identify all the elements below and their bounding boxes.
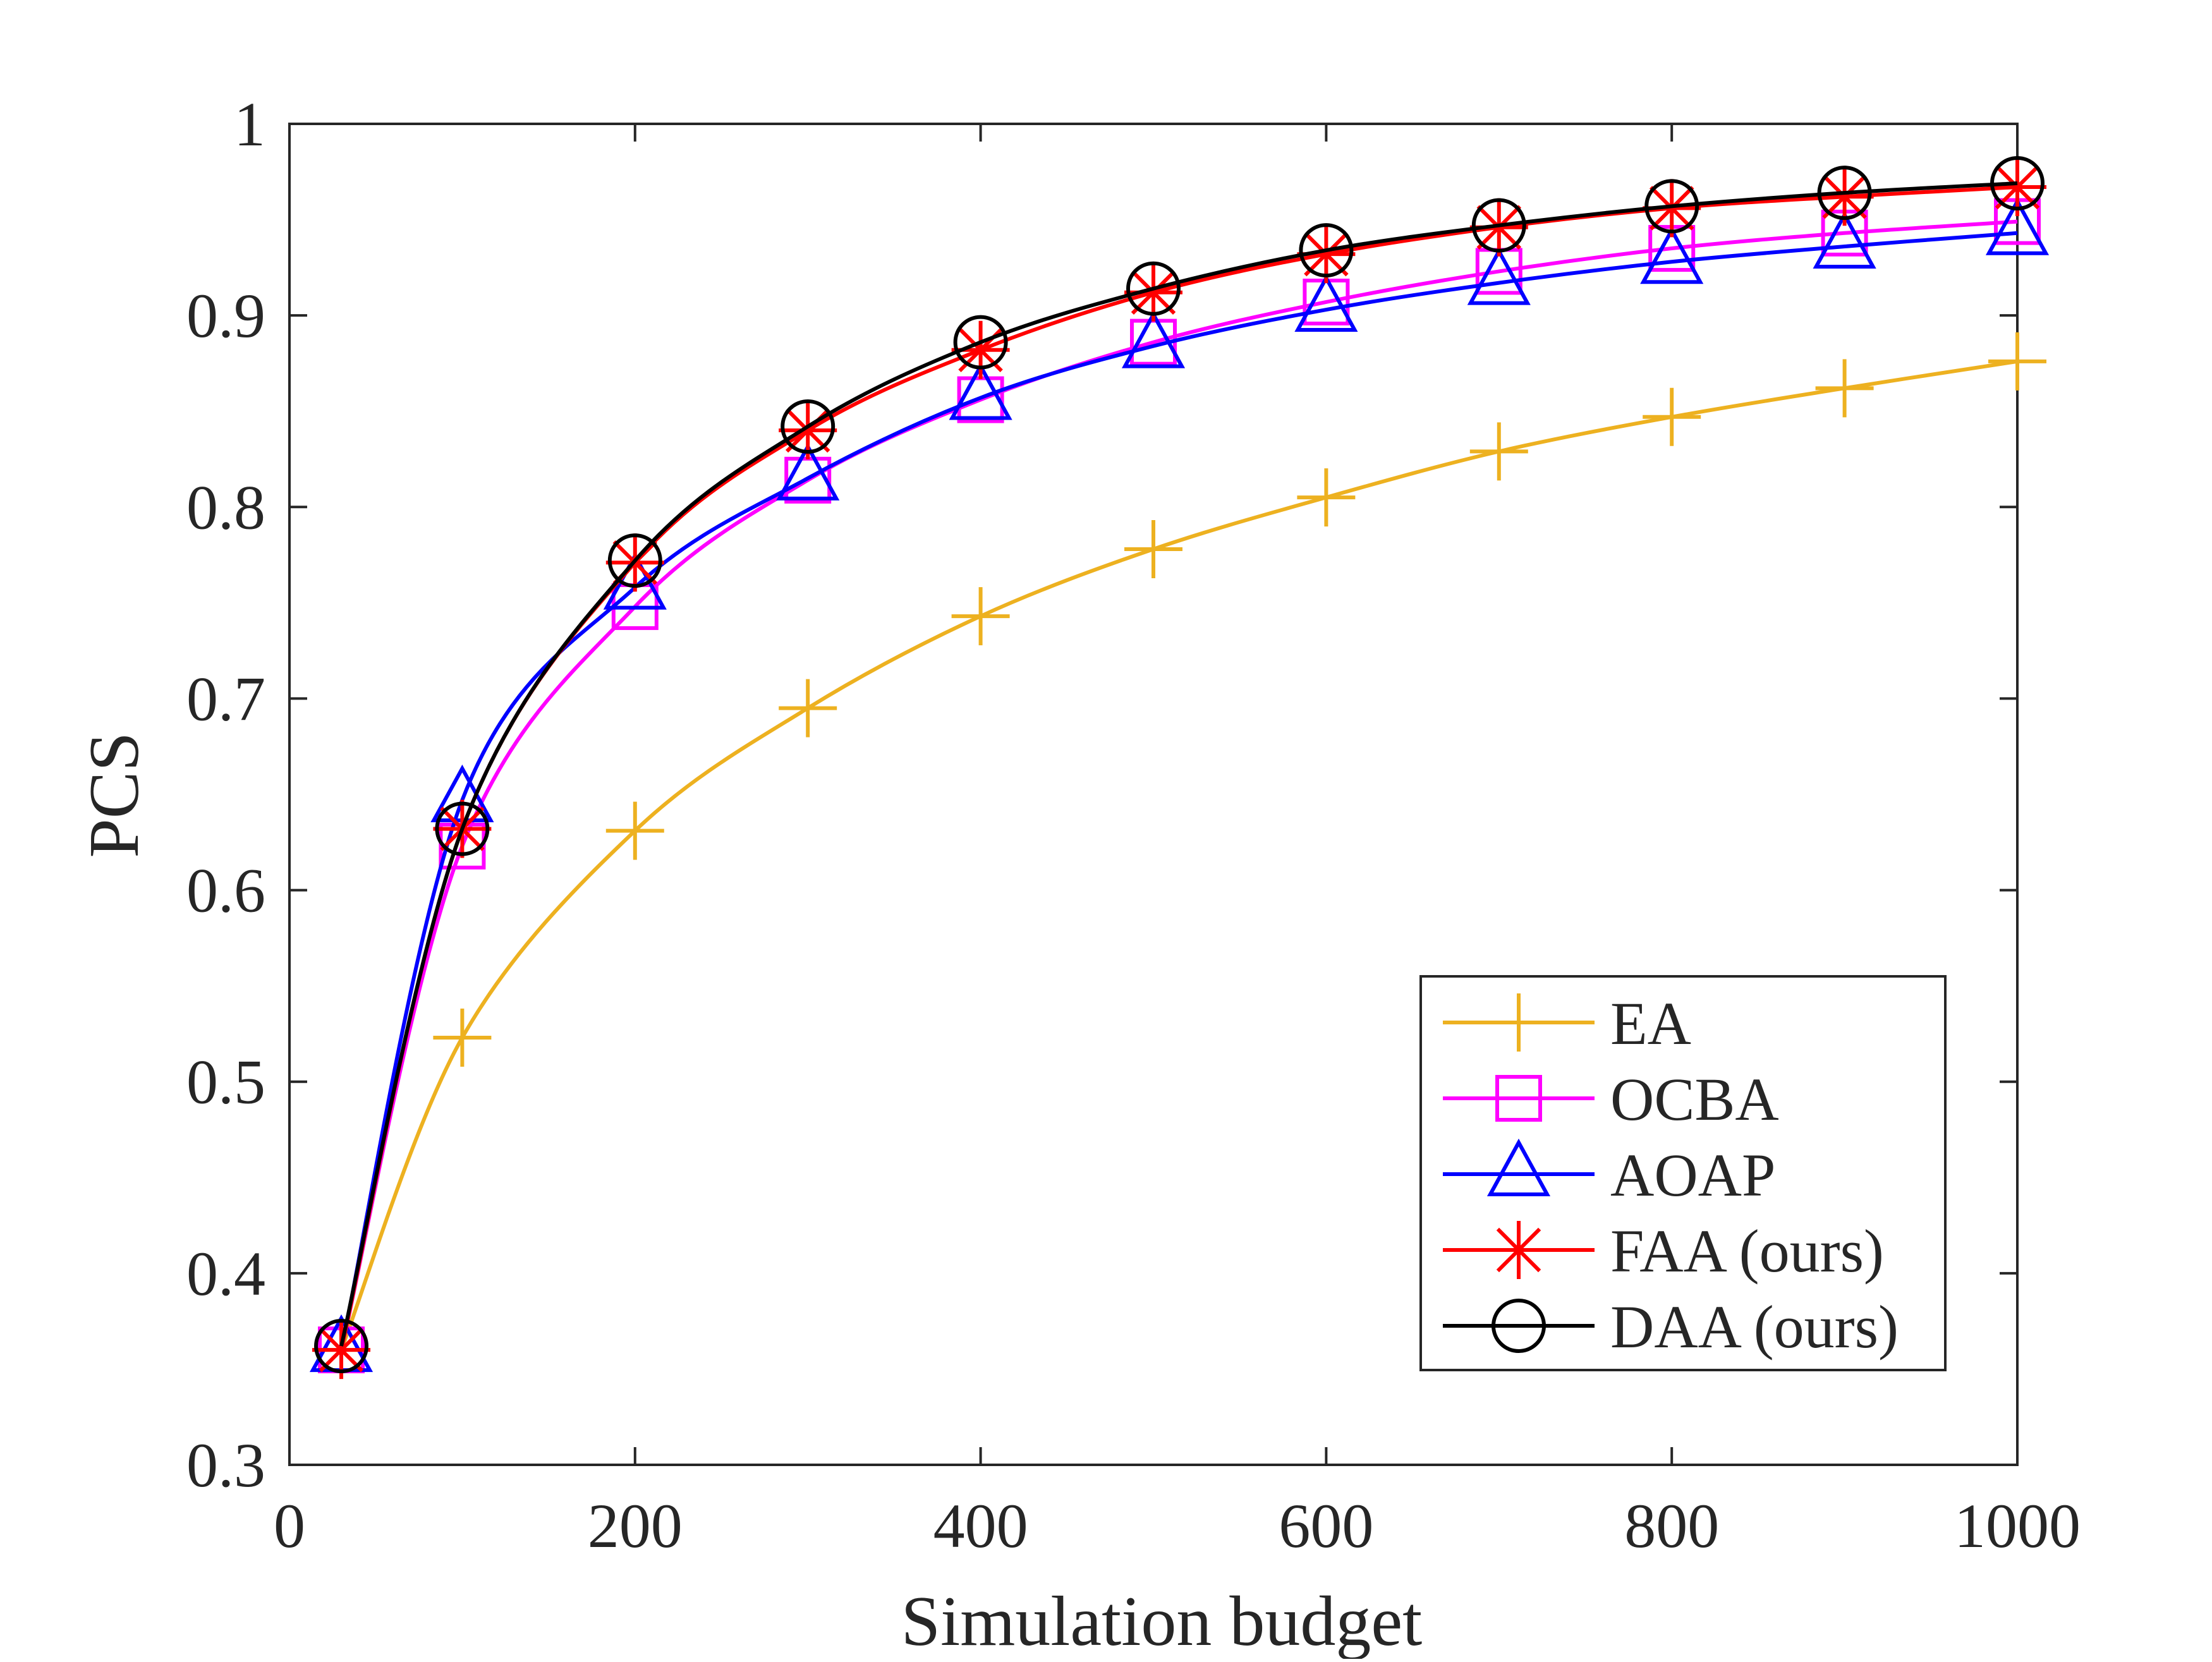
plot-frame — [288, 123, 2019, 1466]
series-daa-ours — [314, 155, 2045, 1374]
data-point — [1815, 167, 1874, 226]
y-tick-label: 0.3 — [186, 1430, 265, 1500]
x-tick-label: 400 — [933, 1491, 1028, 1561]
data-point — [312, 1321, 371, 1380]
y-tick-label: 0.8 — [186, 472, 265, 542]
data-point — [1988, 158, 2046, 217]
y-axis-label: PCS — [75, 732, 154, 858]
legend-label: AOAP — [1610, 1141, 1775, 1209]
x-tick-label: 200 — [588, 1491, 683, 1561]
data-point — [951, 320, 1010, 379]
legend-marker — [1490, 1221, 1548, 1279]
y-tick-label: 0.5 — [186, 1047, 265, 1117]
series-group — [309, 155, 2050, 1380]
data-point — [1640, 226, 1704, 284]
data-point — [314, 1319, 369, 1374]
data-point — [1469, 422, 1528, 481]
legend-item: OCBA — [1443, 1065, 1779, 1133]
legend-item: AOAP — [1443, 1138, 1775, 1209]
x-tick-label: 800 — [1624, 1491, 1719, 1561]
y-tick-label: 0.7 — [186, 664, 265, 734]
legend-marker — [1492, 1299, 1546, 1353]
y-tick-label: 1 — [234, 89, 265, 159]
data-point — [1471, 198, 1526, 253]
y-tick-label: 0.9 — [186, 281, 265, 351]
y-tick-label: 0.4 — [186, 1239, 265, 1309]
data-point — [1985, 197, 2050, 255]
data-point — [1121, 310, 1186, 368]
data-point — [607, 533, 662, 588]
data-point — [1643, 387, 1701, 446]
legend-marker — [1495, 1075, 1542, 1122]
data-point — [953, 315, 1008, 370]
y-tick-label: 0.6 — [186, 856, 265, 926]
legend-marker — [1486, 1138, 1551, 1196]
data-point — [951, 587, 1010, 646]
x-tick-label: 1000 — [1954, 1491, 2081, 1561]
data-point — [779, 679, 837, 737]
data-point — [1817, 166, 1872, 221]
data-point — [605, 801, 664, 860]
data-point — [1294, 274, 1358, 332]
axes: 0 200 400 600 800 1000 0.3 0.4 0.5 0.6 0.7 0.8 0.9 1 — [186, 89, 2081, 1561]
data-point — [435, 801, 490, 856]
data-point — [1813, 210, 1876, 269]
data-point — [776, 442, 840, 500]
legend-item: FAA (ours) — [1443, 1217, 1884, 1285]
x-tick-label: 0 — [274, 1491, 305, 1561]
legend-item: EA — [1443, 990, 1691, 1057]
data-point — [1297, 468, 1356, 527]
x-axis-label: Simulation budget — [901, 1582, 1422, 1659]
legend-label: EA — [1610, 990, 1691, 1057]
legend-label: DAA (ours) — [1610, 1293, 1899, 1361]
data-point — [1299, 223, 1354, 278]
data-point — [1124, 519, 1182, 578]
data-point — [1126, 261, 1181, 316]
data-point — [1990, 155, 2045, 210]
data-point — [1988, 332, 2046, 391]
data-point — [1644, 179, 1699, 234]
data-point — [1469, 198, 1528, 257]
legend: EA OCBA AOAP FAA (ours) DAA (ours) — [1419, 975, 1947, 1371]
series-line — [339, 359, 2018, 1351]
legend-item: DAA (ours) — [1443, 1293, 1899, 1361]
data-point — [1124, 263, 1182, 322]
series-line — [339, 231, 2018, 1350]
legend-label: OCBA — [1610, 1065, 1779, 1133]
legend-marker — [1490, 993, 1548, 1052]
data-point — [1467, 247, 1531, 305]
x-tick-label: 600 — [1279, 1491, 1373, 1561]
legend-label: FAA (ours) — [1610, 1217, 1884, 1285]
data-point — [1643, 179, 1701, 238]
data-point — [781, 399, 836, 454]
data-point — [433, 1008, 492, 1067]
data-point — [949, 362, 1012, 420]
data-point — [1815, 359, 1874, 418]
series-ea — [312, 332, 2046, 1380]
data-point — [779, 401, 837, 460]
data-point — [1297, 225, 1356, 284]
series-line — [339, 181, 2018, 1347]
